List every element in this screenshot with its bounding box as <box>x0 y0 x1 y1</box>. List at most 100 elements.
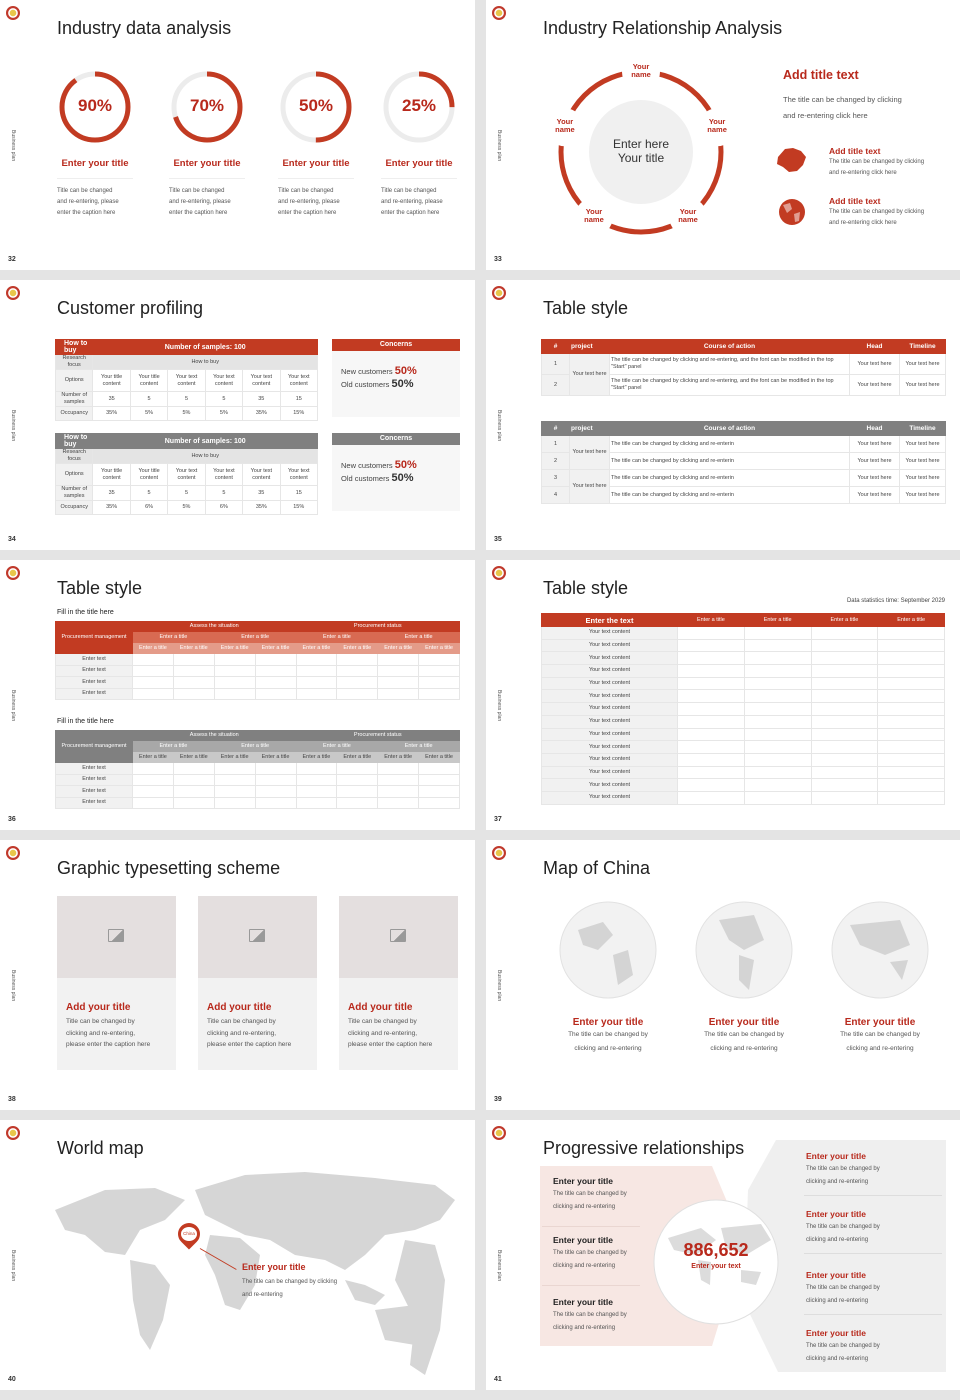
globe-map <box>831 901 929 999</box>
image-placeholder[interactable] <box>339 896 458 978</box>
empty-cell <box>418 664 460 677</box>
ring-fill <box>383 71 455 143</box>
table-row: 2 The title can be changed by clicking an… <box>541 374 946 396</box>
table-row: Your text content <box>541 778 945 792</box>
empty-cell <box>877 790 945 805</box>
progress-ring <box>171 71 243 143</box>
empty-cell <box>254 773 297 786</box>
item-caption: Title can be changed and re-entering, ple… <box>381 186 443 219</box>
focus-value: How to buy <box>92 448 318 464</box>
row-label: Enter text <box>55 785 133 798</box>
stat-number: 886,652 <box>683 1240 749 1260</box>
image-icon <box>390 929 406 942</box>
text-line: The title can be changed by clicking <box>829 159 925 165</box>
subheader-row: Enter a title Enter a title Enter a title E… <box>56 740 460 752</box>
ring-fill <box>59 71 131 143</box>
empty-cell <box>172 796 215 809</box>
slide-39[interactable]: Business plan 39 Map of China Enter your… <box>486 840 960 1110</box>
row-number: 1 <box>541 435 570 453</box>
item-title: Add title text <box>829 146 881 156</box>
text-line: clicking and re-entering, <box>348 1029 418 1037</box>
item-title: Enter your title <box>844 1017 916 1028</box>
logo-icon <box>492 6 506 20</box>
text-line: clicking and re-entering, <box>66 1029 136 1037</box>
group-cell: Procurement status <box>295 730 460 741</box>
logo-icon <box>492 1126 506 1140</box>
empty-cell <box>418 773 460 786</box>
image-card[interactable]: Add your title Title can be changed by cli… <box>339 896 458 1070</box>
customer-profile-table: How to buy Number of samples: 100 Research… <box>54 339 319 421</box>
occupancy-cell: 5% <box>167 500 206 515</box>
empty-cell <box>336 664 379 677</box>
image-card[interactable]: Add your title Title can be changed by cli… <box>57 896 176 1070</box>
empty-cell <box>743 664 812 678</box>
header-row: # project Course of action Head Timeline <box>541 339 946 354</box>
empty-cell <box>810 765 879 780</box>
empty-cell <box>810 626 879 640</box>
table-row: Enter text <box>55 687 460 700</box>
data-table: Enter the text Enter a title Enter a title… <box>541 613 945 805</box>
slide-40[interactable]: Business plan 40 World map China Enter y… <box>0 1120 475 1390</box>
item-title: Enter your title <box>553 1235 613 1245</box>
item-title: Enter your title <box>806 1270 866 1280</box>
image-card[interactable]: Add your title Title can be changed by cli… <box>198 896 317 1070</box>
empty-cell <box>254 762 297 775</box>
empty-cell <box>877 727 945 742</box>
occupancy-cell: 35% <box>242 500 281 515</box>
page-number: 35 <box>494 536 502 543</box>
page-number: 38 <box>8 1096 16 1103</box>
empty-cell <box>213 773 256 786</box>
image-placeholder[interactable] <box>57 896 176 978</box>
text-line: Title can be changed <box>278 188 334 194</box>
text-block: Enter your title The title can be changed… <box>538 1017 678 1056</box>
slide-38[interactable]: Business plan 38 Graphic typesetting sch… <box>0 840 475 1110</box>
empty-cell <box>132 785 174 798</box>
page-number: 33 <box>494 256 502 263</box>
slide-33[interactable]: Business plan 33 Industry Relationship A… <box>486 0 960 270</box>
empty-cell <box>254 653 297 666</box>
empty-cell <box>743 752 812 767</box>
header-cell: Enter the text <box>541 613 678 627</box>
slide-36[interactable]: Business plan 36 Table style Fill in the… <box>0 560 475 830</box>
logo-icon <box>492 846 506 860</box>
text-line: enter the caption here <box>278 210 337 216</box>
slide-41[interactable]: Business plan 41 Progressive relationshi… <box>486 1120 960 1390</box>
empty-cell <box>677 676 745 691</box>
text-line: Title can be changed <box>381 188 437 194</box>
image-placeholder[interactable] <box>198 896 317 978</box>
text-line: Title can be changed by <box>348 1018 417 1025</box>
node-label: Your name <box>555 117 575 135</box>
row-label: Occupancy <box>54 500 94 515</box>
slide-37[interactable]: Business plan 37 Table style Data statis… <box>486 560 960 830</box>
text-line: clicking and re-entering <box>710 1045 778 1052</box>
item-title: Enter your title <box>553 1297 613 1307</box>
row-label: Your text content <box>541 752 678 767</box>
empty-cell <box>743 626 812 640</box>
empty-cell <box>295 773 338 786</box>
group-cell: Assess the situation <box>132 730 297 741</box>
subsubheader-cell: Enter a title <box>213 642 256 654</box>
option-cell: Your text content <box>204 369 244 392</box>
text-line: enter the caption here <box>169 210 228 216</box>
item-title: Enter your title <box>282 158 350 169</box>
text-block: Enter your title The title can be changed… <box>806 1151 880 1188</box>
text-line: clicking and re-entering <box>806 1297 869 1304</box>
head-cell: Your text here <box>849 452 900 470</box>
row-label: Your text content <box>541 676 678 691</box>
text-line: and re-entering click here <box>783 111 868 120</box>
text-block: Add your title Title can be changed by cli… <box>66 1002 150 1051</box>
node-circle <box>545 108 584 147</box>
label: New customers <box>341 461 393 470</box>
sample-cell: 5 <box>204 391 244 407</box>
customer-profile-table: How to buy Number of samples: 100 Research… <box>54 433 319 515</box>
occupancy-cell: 15% <box>279 406 319 421</box>
row-label: Your text content <box>541 664 678 678</box>
slide-34[interactable]: Business plan 34 Customer profiling How … <box>0 280 475 550</box>
slide-32[interactable]: Business plan 32 Industry data analysis … <box>0 0 475 270</box>
empty-cell <box>172 762 215 775</box>
empty-cell <box>677 651 745 666</box>
empty-cell <box>132 653 174 666</box>
slide-35[interactable]: Business plan 35 Table style # project Cou… <box>486 280 960 550</box>
empty-cell <box>254 676 297 689</box>
group-cell: Procurement status <box>295 621 460 632</box>
